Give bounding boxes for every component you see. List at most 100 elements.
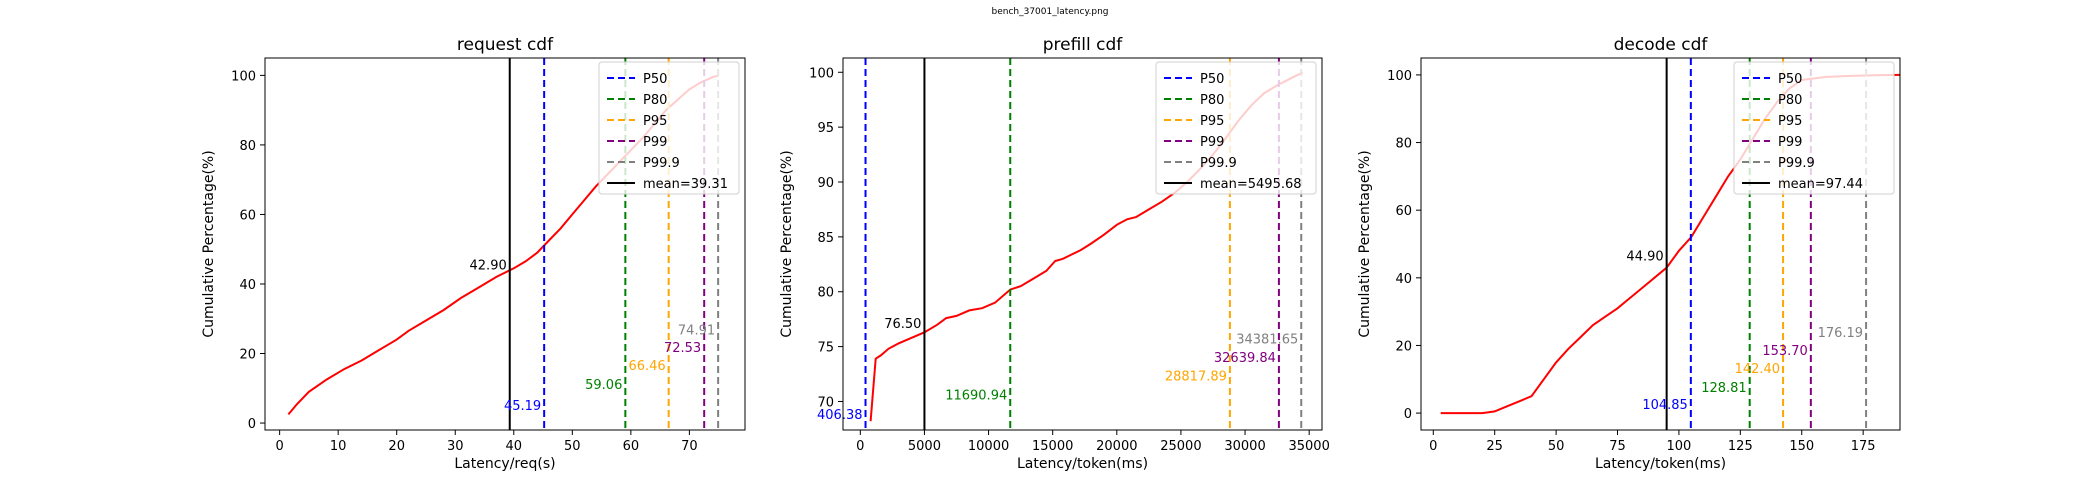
x-tick-label: 35000: [1288, 439, 1329, 454]
legend-label: P99.9: [643, 156, 680, 171]
x-tick-label: 20: [388, 439, 405, 454]
x-tick-label: 10000: [968, 439, 1009, 454]
chart-title: request cdf: [457, 35, 554, 55]
chart-title: decode cdf: [1614, 35, 1709, 55]
y-tick-label: 20: [1395, 339, 1412, 354]
y-tick-label: 60: [1395, 204, 1412, 219]
legend-frame: [598, 61, 740, 195]
x-tick-label: 30: [447, 439, 464, 454]
x-tick-label: 30000: [1224, 439, 1265, 454]
x-tick-label: 70: [681, 439, 698, 454]
legend-label: P99: [1200, 135, 1224, 150]
legend-label: P50: [1200, 72, 1224, 87]
mean-label: 76.50: [884, 317, 921, 332]
chart-panel: decode cdf 0 25 50 75 100 125 150 175 0 20 40 60 80 10…: [1357, 35, 1901, 472]
axes-frame: [1420, 57, 1901, 431]
y-tick-label: 40: [1395, 272, 1412, 287]
legend-label: P95: [1778, 114, 1802, 129]
x-axis-label: Latency/req(s): [454, 456, 555, 472]
legend-label: P80: [1200, 93, 1224, 108]
percentile-label: 45.19: [504, 399, 541, 414]
percentile-label: 11690.94: [945, 388, 1007, 403]
y-tick-label: 0: [1404, 407, 1412, 422]
percentile-label: 128.81: [1701, 381, 1747, 396]
x-axis-label: Latency/token(ms): [1017, 456, 1148, 472]
percentile-label: 72.53: [664, 341, 701, 356]
x-tick-label: 150: [1789, 439, 1814, 454]
y-tick-label: 95: [817, 121, 834, 136]
x-tick-label: 0: [1429, 439, 1437, 454]
legend-label: P99.9: [1778, 156, 1815, 171]
x-axis-label: Latency/token(ms): [1595, 456, 1726, 472]
y-tick-label: 60: [239, 208, 256, 223]
legend-frame: [1155, 61, 1317, 195]
legend-label: P80: [1778, 93, 1802, 108]
axes-frame: [842, 57, 1323, 431]
x-tick-label: 25000: [1160, 439, 1201, 454]
axes-frame: [264, 57, 746, 431]
y-tick-label: 90: [817, 176, 834, 191]
legend-label: P80: [643, 93, 667, 108]
legend-frame: [1733, 61, 1895, 195]
legend-label: P99: [1778, 135, 1802, 150]
x-tick-label: 100: [1667, 439, 1692, 454]
percentile-label: 28817.89: [1165, 370, 1227, 385]
x-tick-label: 75: [1609, 439, 1626, 454]
mean-label: 44.90: [1626, 250, 1663, 265]
y-tick-label: 80: [239, 139, 256, 154]
legend-label: P50: [643, 72, 667, 87]
y-axis-label: Cumulative Percentage(%): [1357, 150, 1373, 337]
y-tick-label: 0: [248, 417, 256, 432]
x-tick-label: 0: [856, 439, 864, 454]
figure-title: bench_37001_latency.png: [991, 7, 1109, 17]
legend-label: mean=39.31: [643, 177, 728, 192]
x-tick-label: 40: [506, 439, 523, 454]
legend-label: P95: [643, 114, 667, 129]
y-axis-label: Cumulative Percentage(%): [779, 150, 795, 337]
y-tick-label: 75: [817, 341, 834, 356]
percentile-label: 74.91: [678, 323, 715, 338]
percentile-label: 59.06: [585, 378, 622, 393]
legend-label: P99.9: [1200, 156, 1237, 171]
percentile-label: 406.38: [817, 408, 863, 423]
y-tick-label: 70: [817, 395, 834, 410]
percentile-label: 34381.65: [1236, 332, 1298, 347]
chart-panel: request cdf 0 10 20 30 40 50 60 70 0 20 40 60 80 100 La…: [201, 35, 746, 472]
y-axis-label: Cumulative Percentage(%): [201, 150, 217, 337]
y-tick-label: 40: [239, 278, 256, 293]
legend-label: P99: [643, 135, 667, 150]
chart-title: prefill cdf: [1043, 35, 1124, 55]
legend-label: P95: [1200, 114, 1224, 129]
legend-label: P50: [1778, 72, 1802, 87]
x-tick-label: 50: [564, 439, 581, 454]
plot-area: [287, 58, 720, 430]
y-tick-label: 100: [809, 66, 834, 81]
percentile-label: 104.85: [1642, 398, 1688, 413]
x-tick-label: 60: [623, 439, 640, 454]
y-tick-label: 85: [817, 231, 834, 246]
y-tick-label: 20: [239, 348, 256, 363]
x-tick-label: 175: [1851, 439, 1876, 454]
legend: P50 P80 P95 P99 P99.9 mean=97.44: [1733, 61, 1895, 195]
x-tick-label: 15000: [1032, 439, 1073, 454]
percentile-label: 66.46: [628, 359, 665, 374]
legend-label: mean=5495.68: [1200, 177, 1302, 192]
legend: P50 P80 P95 P99 P99.9 mean=5495.68: [1155, 61, 1317, 195]
y-tick-label: 80: [817, 286, 834, 301]
x-tick-label: 50: [1548, 439, 1565, 454]
chart-panel: prefill cdf 0 5000 10000 15000 20000 25000 3000…: [779, 35, 1330, 472]
percentile-label: 153.70: [1762, 344, 1808, 359]
y-tick-label: 100: [1387, 69, 1412, 84]
x-tick-label: 10: [330, 439, 347, 454]
percentile-label: 176.19: [1818, 326, 1864, 341]
x-tick-label: 20000: [1096, 439, 1137, 454]
mean-label: 42.90: [470, 258, 507, 273]
percentile-label: 32639.84: [1214, 351, 1276, 366]
legend-label: mean=97.44: [1778, 177, 1863, 192]
percentile-label: 142.40: [1735, 362, 1781, 377]
y-tick-label: 100: [231, 69, 256, 84]
x-tick-label: 5000: [908, 439, 941, 454]
x-tick-label: 125: [1728, 439, 1753, 454]
legend: P50 P80 P95 P99 P99.9 mean=39.31: [598, 61, 740, 195]
